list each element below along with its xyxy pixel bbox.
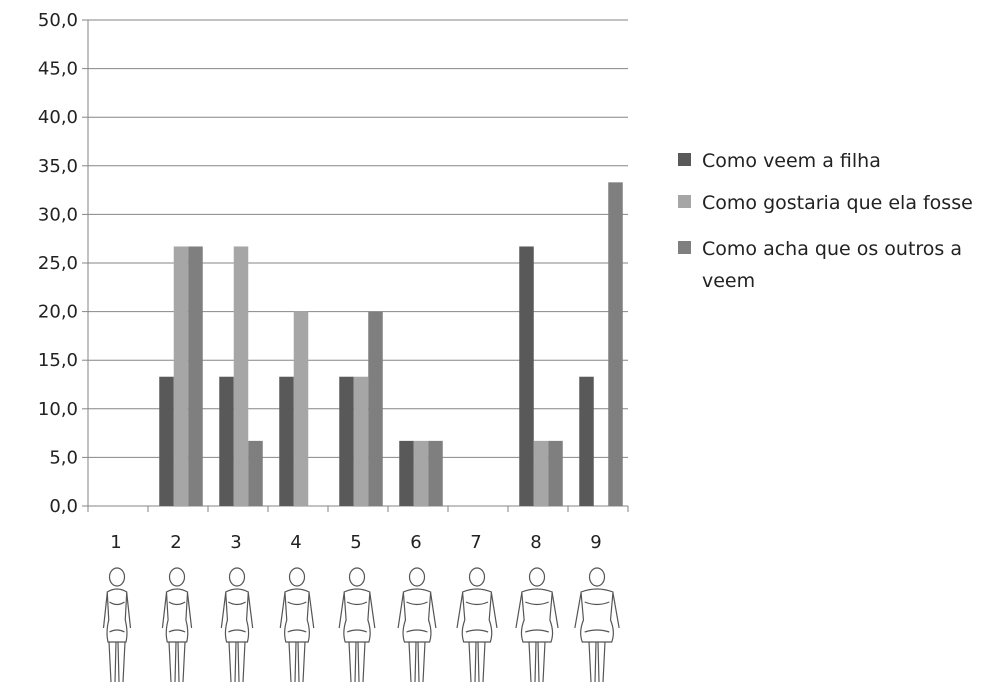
bar-series-1 bbox=[219, 376, 234, 506]
x-tick-label: 8 bbox=[530, 532, 541, 553]
x-tick-label: 3 bbox=[230, 532, 241, 553]
x-tick-label: 9 bbox=[590, 532, 601, 553]
legend-item-series-3: Como acha que os outros a veem bbox=[676, 233, 996, 297]
x-tick-label: 1 bbox=[110, 532, 121, 553]
bar-series-3 bbox=[188, 246, 203, 506]
legend-label-series-2: Como gostaria que ela fosse bbox=[702, 192, 973, 214]
legend-swatch-series-2 bbox=[678, 195, 691, 208]
bar-series-3 bbox=[428, 440, 443, 506]
body-silhouette-icon bbox=[515, 567, 559, 683]
bar-series-1 bbox=[159, 376, 174, 506]
bar-series-1 bbox=[519, 246, 534, 506]
y-tick-label: 15,0 bbox=[38, 350, 78, 371]
y-tick-label: 30,0 bbox=[38, 204, 78, 225]
legend-item-series-2: Como gostaria que ela fosse bbox=[676, 187, 996, 219]
x-tick-label: 7 bbox=[470, 532, 481, 553]
y-tick-label: 35,0 bbox=[38, 156, 78, 177]
bar-series-2 bbox=[173, 246, 189, 506]
y-tick-label: 25,0 bbox=[38, 253, 78, 274]
bar-series-1 bbox=[579, 376, 594, 506]
x-tick-label: 5 bbox=[350, 532, 361, 553]
x-tick-label: 4 bbox=[290, 532, 301, 553]
y-tick-label: 45,0 bbox=[38, 59, 78, 80]
y-tick-label: 5,0 bbox=[49, 447, 78, 468]
bar-series-2 bbox=[233, 246, 249, 506]
bar-series-2 bbox=[353, 376, 369, 506]
bar-series-3 bbox=[548, 440, 563, 506]
y-tick-label: 40,0 bbox=[38, 107, 78, 128]
bar-series-3 bbox=[608, 182, 623, 506]
legend-label-series-1: Como veem a filha bbox=[702, 150, 881, 172]
y-tick-label: 0,0 bbox=[49, 496, 78, 517]
legend-item-series-1: Como veem a filha bbox=[676, 145, 996, 177]
y-tick-label: 10,0 bbox=[38, 399, 78, 420]
body-silhouette-icon bbox=[279, 567, 315, 683]
legend: Como veem a filha Como gostaria que ela … bbox=[676, 145, 996, 307]
bar-series-1 bbox=[279, 376, 294, 506]
body-silhouette-icon bbox=[456, 567, 498, 683]
bar-series-2 bbox=[533, 440, 549, 506]
body-silhouette-icon bbox=[397, 567, 437, 683]
legend-swatch-series-3 bbox=[678, 241, 691, 254]
y-tick-label: 50,0 bbox=[38, 10, 78, 31]
bar-series-3 bbox=[368, 311, 383, 506]
bar-series-1 bbox=[399, 440, 414, 506]
body-silhouette-icon bbox=[102, 567, 132, 683]
bar-series-2 bbox=[293, 311, 309, 506]
bar-series-1 bbox=[339, 376, 354, 506]
legend-swatch-series-1 bbox=[678, 153, 691, 166]
bar-series-3 bbox=[248, 440, 263, 506]
y-tick-label: 20,0 bbox=[38, 302, 78, 323]
legend-label-series-3: Como acha que os outros a veem bbox=[702, 238, 962, 292]
body-silhouette-icon bbox=[338, 567, 376, 683]
body-silhouette-icon bbox=[161, 567, 193, 683]
x-tick-label: 2 bbox=[170, 532, 181, 553]
body-silhouette-icon bbox=[574, 567, 620, 683]
body-silhouette-icon bbox=[220, 567, 254, 683]
bar-series-2 bbox=[413, 440, 429, 506]
x-tick-label: 6 bbox=[410, 532, 421, 553]
